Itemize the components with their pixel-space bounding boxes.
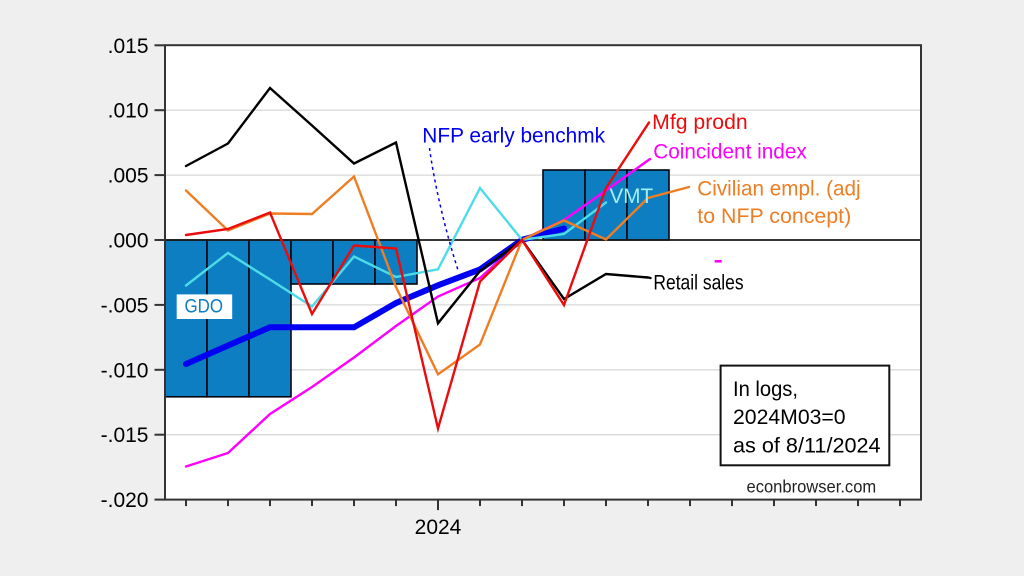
svg-text:2024M03=0: 2024M03=0: [733, 406, 846, 429]
svg-text:to NFP concept): to NFP concept): [697, 205, 851, 228]
svg-text:VMT: VMT: [610, 185, 654, 208]
svg-text:2024: 2024: [415, 516, 462, 539]
svg-text:-.010: -.010: [101, 359, 149, 382]
svg-text:.000: .000: [108, 230, 149, 253]
svg-text:-.020: -.020: [101, 489, 149, 512]
svg-text:Coincident index: Coincident index: [653, 141, 807, 164]
svg-text:.010: .010: [108, 100, 149, 123]
svg-text:as of 8/11/2024: as of 8/11/2024: [733, 435, 881, 458]
svg-text:.015: .015: [108, 35, 149, 58]
svg-text:.005: .005: [108, 165, 149, 188]
svg-text:NFP early benchmk: NFP early benchmk: [422, 125, 605, 148]
svg-text:-.015: -.015: [101, 424, 149, 447]
svg-text:GDO: GDO: [185, 296, 224, 317]
svg-text:Mfg prodn: Mfg prodn: [652, 111, 748, 134]
svg-text:econbrowser.com: econbrowser.com: [747, 476, 877, 496]
svg-text:-.005: -.005: [101, 294, 149, 317]
svg-text:Retail sales: Retail sales: [653, 272, 743, 295]
svg-text:In logs,: In logs,: [733, 378, 798, 401]
svg-text:Civilian empl. (adj: Civilian empl. (adj: [697, 178, 860, 201]
